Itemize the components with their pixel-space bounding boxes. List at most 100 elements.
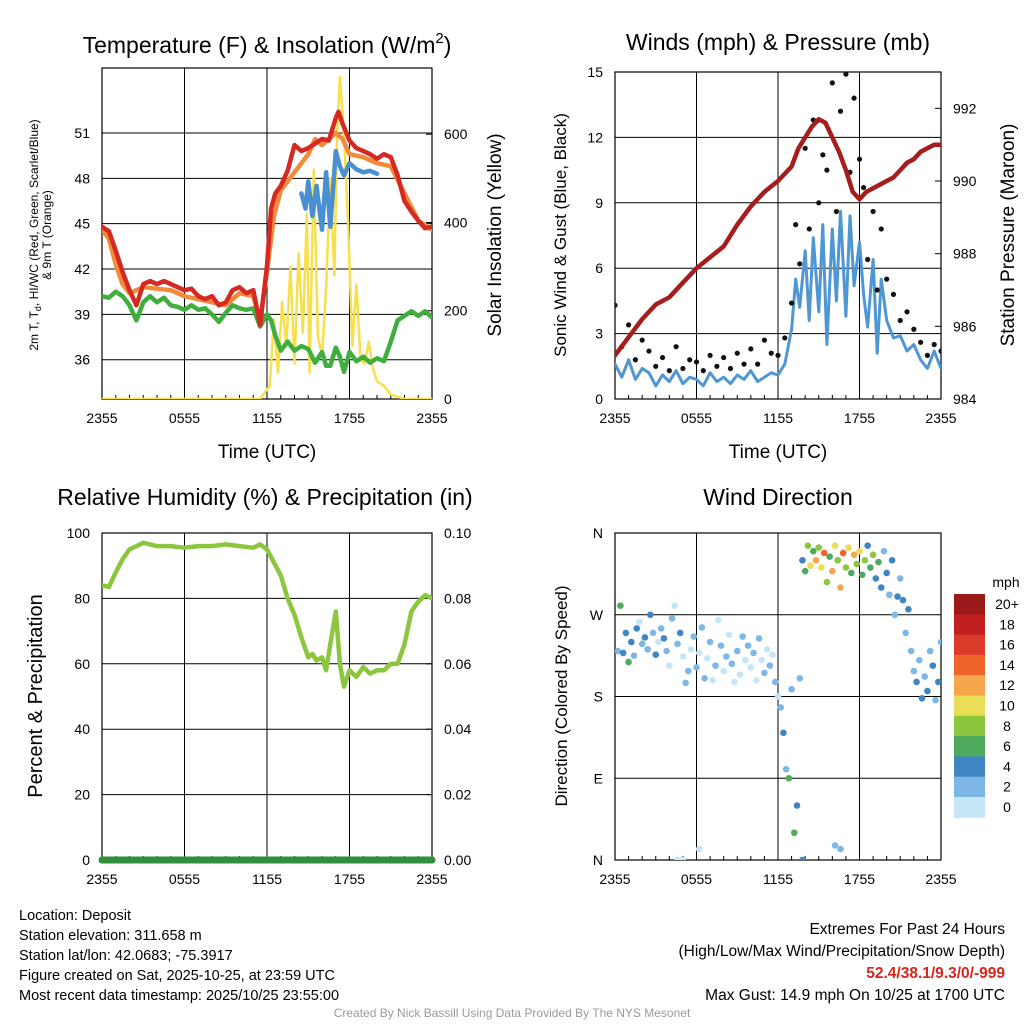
relative-humidity-series-line — [102, 540, 432, 689]
gust-point — [806, 226, 812, 232]
humidity-xtick-label: 2355 — [416, 871, 447, 887]
direction-point — [630, 652, 638, 659]
direction-point — [685, 667, 692, 675]
gust-point — [870, 208, 876, 215]
max-gust: Max Gust: 14.9 mph On 10/25 at 1700 UTC — [705, 987, 1005, 1004]
legend-swatch-20 — [954, 594, 985, 615]
direction-point — [709, 676, 717, 684]
gust-point — [856, 156, 863, 162]
direction-point — [758, 656, 765, 664]
winds-ytick-label: 15 — [587, 64, 603, 80]
legend-label-16: 16 — [999, 637, 1015, 653]
direction-plot-frame — [614, 532, 942, 861]
direction-point — [739, 633, 746, 640]
direction-point — [861, 556, 869, 564]
direction-ytick-label: N — [593, 852, 603, 868]
direction-point — [761, 669, 768, 677]
gust-point — [860, 184, 867, 191]
direction-point — [674, 856, 681, 860]
direction-point — [769, 651, 776, 659]
winds-y2tick-label: 990 — [953, 173, 977, 189]
direction-point — [657, 625, 665, 632]
direction-point — [728, 660, 736, 668]
temp-ytick-label: 51 — [74, 125, 90, 141]
gust-point — [851, 95, 857, 101]
direction-point — [690, 633, 698, 640]
direction-point — [929, 662, 937, 669]
temperature-xlabel: Time (UTC) — [218, 442, 317, 463]
gust-point — [632, 357, 638, 363]
direction-point — [774, 693, 782, 700]
gust-point — [687, 357, 693, 363]
direction-point — [812, 556, 820, 564]
winds-ylabel-left: Sonic Wind & Gust (Blue, Black) — [551, 113, 570, 357]
svg-text:2m T, Td, HI/WC (Red, Green, S: 2m T, Td, HI/WC (Red, Green, Scarlet/Blu… — [27, 119, 43, 350]
direction-point — [617, 602, 624, 609]
direction-point — [910, 667, 918, 675]
legend-title: mph — [992, 574, 1019, 590]
gust-point — [884, 276, 890, 282]
direction-point — [736, 671, 744, 678]
direction-point — [687, 645, 695, 653]
gust-point — [878, 226, 884, 232]
direction-point — [636, 618, 643, 626]
direction-point — [766, 662, 774, 669]
direction-point — [752, 676, 760, 684]
gust-point — [797, 261, 803, 267]
humidity-panel: Relative Humidity (%) & Precipitation (i… — [25, 484, 473, 887]
temperature-ylabel-left: 2m T, Td, HI/WC (Red, Green, Scarlet/Blu… — [27, 119, 54, 350]
direction-point — [763, 645, 771, 653]
direction-point — [856, 547, 863, 555]
winds-y2tick-label: 988 — [953, 246, 977, 262]
direction-xtick-label: 2355 — [925, 871, 956, 887]
direction-point — [829, 567, 836, 575]
winds-y2tick-label: 984 — [953, 391, 977, 407]
direction-point — [704, 655, 711, 662]
gust-point — [924, 352, 931, 358]
legend-label-4: 4 — [1003, 758, 1011, 774]
direction-point — [899, 596, 907, 604]
gust-point — [741, 361, 747, 367]
humidity-xtick-label: 2355 — [86, 871, 117, 887]
direction-point — [891, 611, 899, 619]
direction-point — [845, 544, 852, 551]
winds-ytick-label: 0 — [595, 391, 603, 407]
temperature-title: Temperature (F) & Insolation (W/m2) — [83, 30, 452, 58]
direction-point — [799, 556, 806, 564]
gust-point — [653, 363, 659, 369]
direction-point — [820, 549, 828, 557]
direction-point — [785, 774, 793, 782]
temp-ytick-label: 39 — [74, 306, 90, 322]
credit-line: Created By Nick Bassill Using Data Provi… — [333, 1006, 691, 1020]
legend-swatch-10 — [954, 695, 985, 717]
direction-point — [723, 653, 730, 660]
gust-point — [820, 152, 826, 158]
direction-point — [834, 556, 842, 564]
direction-point — [796, 675, 804, 682]
direction-point — [714, 616, 722, 624]
direction-point — [676, 629, 684, 637]
direction-point — [842, 564, 850, 571]
direction-point — [725, 631, 733, 639]
direction-point — [668, 615, 676, 622]
extremes-subtitle: (High/Low/Max Wind/Precipitation/Snow De… — [678, 943, 1006, 960]
winds-y2tick-label: 992 — [953, 100, 977, 116]
legend-label-2: 2 — [1003, 779, 1011, 795]
direction-point — [747, 664, 755, 671]
humidity-y2tick-label: 0.08 — [444, 590, 471, 606]
direction-point — [818, 564, 825, 571]
direction-point — [644, 645, 651, 653]
humidity-xtick-label: 1155 — [252, 871, 282, 887]
humidity-y2tick-label: 0.06 — [444, 656, 471, 672]
extremes-title: Extremes For Past 24 Hours — [809, 921, 1005, 938]
direction-point — [750, 649, 757, 657]
direction-point — [801, 567, 809, 575]
direction-point — [864, 542, 871, 550]
direction-point — [615, 647, 622, 655]
direction-point — [679, 653, 687, 660]
direction-point — [666, 662, 673, 669]
direction-point — [655, 638, 662, 646]
temp-xtick-label: 1155 — [252, 410, 282, 426]
temperature-panel: Temperature (F) & Insolation (W/m2) Time… — [27, 30, 506, 463]
direction-point — [934, 678, 941, 686]
